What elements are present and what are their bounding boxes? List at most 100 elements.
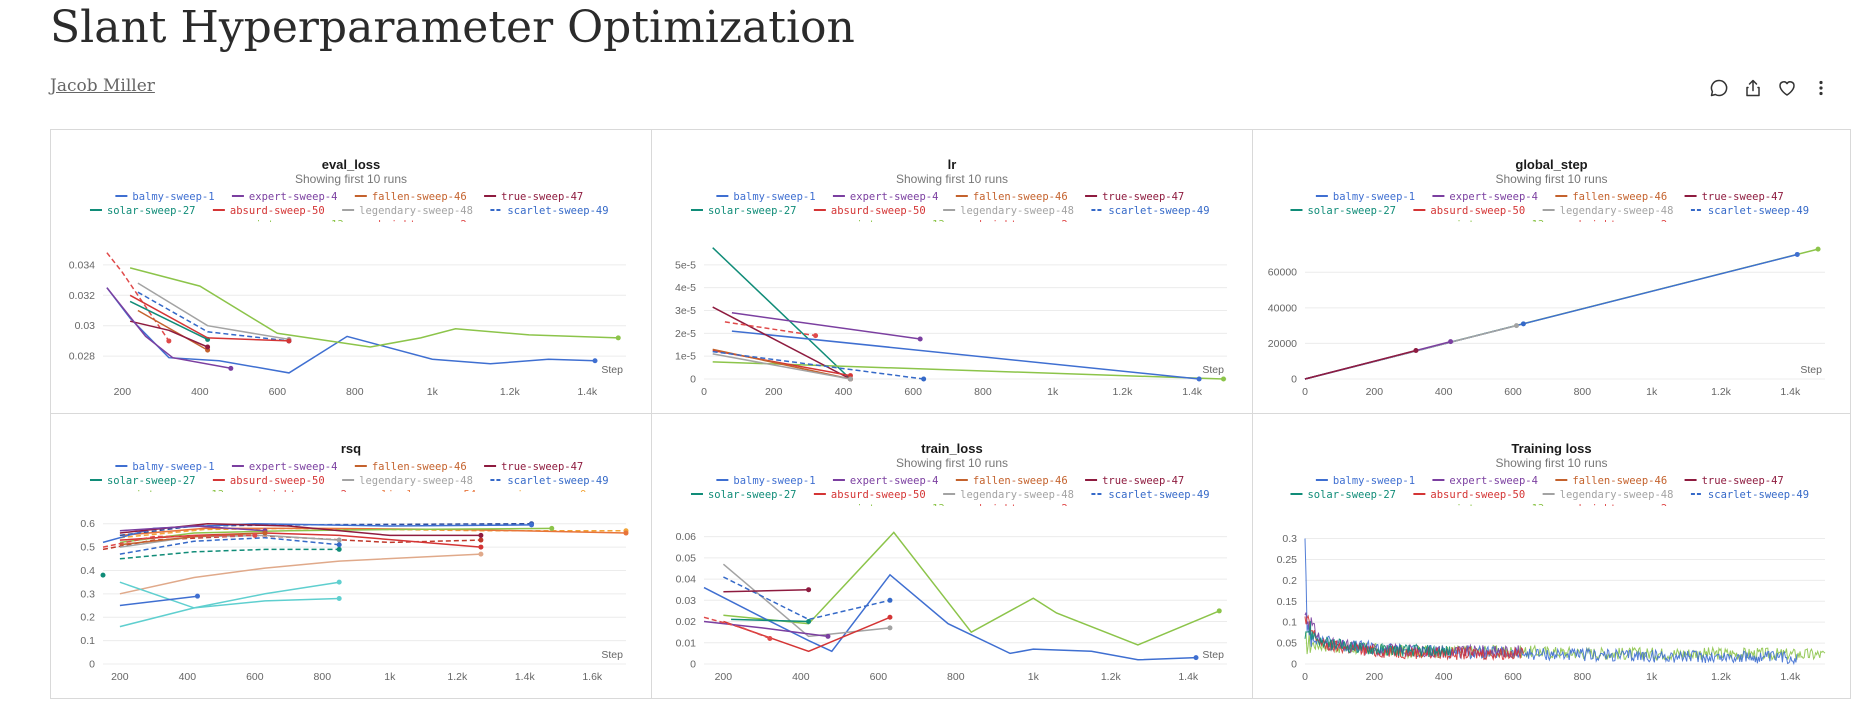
chart-legend: balmy-sweep-1 expert-sweep-4 fallen-sweep-… (1290, 191, 1809, 231)
legend-item[interactable]: legendary-sweep-48 (342, 205, 473, 217)
panel-rsq[interactable]: rsq balmy-sweep-1 expert-sweep-4 fallen-swe… (50, 413, 652, 699)
legend-item[interactable]: winter-sweep-13 (1432, 219, 1544, 231)
legend-item[interactable]: solar-sweep-27 (1290, 489, 1396, 501)
legend-item[interactable]: true-sweep-47 (1085, 475, 1184, 487)
legend-item[interactable]: bright-sweep-2 (962, 219, 1068, 231)
legend-item[interactable]: winter-sweep-13 (1432, 503, 1544, 515)
chart-subtitle: Showing first 10 runs (1495, 456, 1607, 470)
legend-item[interactable]: winter-sweep-13 (232, 219, 344, 231)
legend-item[interactable]: expert-sweep-4 (231, 191, 338, 203)
legend-item[interactable]: legendary-sweep-48 (1542, 205, 1674, 217)
legend-item[interactable]: absurd-sweep-50 (212, 205, 325, 217)
chart-svg: rsq balmy-sweep-1 expert-sweep-4 fallen-swe… (80, 441, 629, 683)
heart-icon[interactable] (1777, 78, 1797, 98)
legend-item[interactable]: balmy-sweep-1 (1315, 191, 1415, 203)
legend-item[interactable]: scarlet-sweep-49 (1690, 205, 1809, 217)
legend-item[interactable]: snowy-sweep-36 (478, 503, 584, 515)
legend-item[interactable]: scarlet-sweep-49 (490, 475, 609, 487)
legend-item[interactable]: lively-sweep-54 (364, 489, 476, 501)
legend-item[interactable]: legendary-sweep-48 (1542, 489, 1674, 501)
legend-item[interactable]: legendary-sweep-48 (943, 205, 1074, 217)
comment-icon[interactable] (1709, 78, 1729, 98)
legend-item[interactable]: true-sweep-47 (1085, 191, 1184, 203)
legend-item[interactable]: bright-sweep-2 (962, 503, 1068, 515)
legend-label: bright-sweep-2 (378, 219, 467, 231)
series-end-point (336, 537, 342, 543)
legend-item[interactable]: bright-sweep-2 (1562, 503, 1668, 515)
legend-item[interactable]: expert-sweep-4 (1432, 475, 1538, 487)
legend-item[interactable]: fallen-sweep-46 (1555, 191, 1667, 203)
legend-item[interactable]: balmy-sweep-1 (115, 461, 215, 473)
legend-item[interactable]: scarlet-sweep-49 (490, 205, 609, 217)
legend-item[interactable]: scarlet-sweep-49 (1091, 489, 1210, 501)
more-vertical-icon[interactable] (1811, 78, 1831, 98)
legend-item[interactable]: fallen-sweep-46 (354, 191, 467, 203)
legend-item[interactable]: true-sweep-47 (484, 191, 583, 203)
legend-item[interactable]: quiet-sweep-7 (238, 503, 337, 515)
legend-item[interactable]: fallen-sweep-46 (955, 475, 1068, 487)
legend-item[interactable]: balmy-sweep-1 (1315, 475, 1415, 487)
panel-eval-loss[interactable]: eval_loss Showing first 10 runs balmy-swee… (50, 129, 652, 414)
legend-label: quiet-sweep-7 (255, 503, 337, 515)
share-icon[interactable] (1743, 78, 1763, 98)
legend-item[interactable]: solar-sweep-27 (89, 475, 196, 487)
legend-item[interactable]: winter-sweep-13 (833, 219, 945, 231)
legend-item[interactable]: absurd-sweep-50 (813, 489, 926, 501)
legend-item[interactable]: scarlet-sweep-49 (1091, 205, 1210, 217)
series-end-point (336, 596, 342, 602)
legend-label: balmy-sweep-1 (132, 191, 214, 203)
legend-item[interactable]: legendary-sweep-48 (342, 475, 473, 487)
legend-item[interactable]: solar-sweep-27 (690, 205, 797, 217)
panel-lr[interactable]: lr Showing first 10 runs balmy-sweep-1 expe… (651, 129, 1253, 414)
legend-item[interactable]: balmy-sweep-1 (115, 191, 215, 203)
y-tick-label: 3e-5 (675, 305, 696, 317)
y-tick-label: 4e-5 (675, 282, 696, 294)
chart-subtitle: Showing first 10 runs (896, 456, 1008, 470)
series-end-point (1448, 339, 1454, 345)
legend-item[interactable]: expert-sweep-4 (832, 191, 939, 203)
legend-item[interactable]: prime-sweep-38 (355, 503, 461, 515)
legend-label: fallen-sweep-46 (973, 475, 1068, 487)
legend-label: absurd-sweep-50 (1430, 205, 1525, 217)
panel-train-loss[interactable]: train_loss Showing first 10 runs balmy-swe… (651, 413, 1253, 699)
legend-item[interactable]: bright-sweep-2 (241, 489, 347, 501)
legend-item[interactable]: expert-sweep-4 (1432, 191, 1538, 203)
legend-item[interactable]: bright-sweep-2 (1562, 219, 1668, 231)
series-line (722, 563, 891, 638)
x-tick-label: 1.2k (447, 671, 468, 683)
legend-item[interactable]: true-sweep-47 (1684, 191, 1784, 203)
legend-item[interactable]: solar-sweep-27 (89, 205, 196, 217)
legend-item[interactable]: winter-sweep-13 (112, 489, 224, 501)
x-axis-label: Step (1800, 364, 1822, 376)
legend-item[interactable]: fallen-sweep-46 (955, 191, 1068, 203)
legend-item[interactable]: winter-sweep-13 (833, 503, 945, 515)
legend-item[interactable]: expert-sweep-4 (231, 461, 338, 473)
legend-item[interactable]: legendary-sweep-48 (943, 489, 1074, 501)
legend-item[interactable]: fallen-sweep-46 (354, 461, 467, 473)
panel-training-loss[interactable]: Training loss Showing first 10 runs balmy-… (1252, 413, 1851, 699)
chart-legend: balmy-sweep-1 expert-sweep-4 fallen-sweep-… (1290, 475, 1809, 515)
legend-item[interactable]: balmy-sweep-1 (716, 191, 816, 203)
legend-item[interactable]: balmy-sweep-1 (716, 475, 816, 487)
legend-item[interactable]: bright-sweep-2 (361, 219, 467, 231)
series-line (731, 618, 809, 623)
y-tick-label: 0.2 (80, 612, 95, 624)
legend-item[interactable]: true-sweep-47 (1684, 475, 1784, 487)
legend-item[interactable]: solar-sweep-27 (1290, 205, 1396, 217)
legend-item[interactable]: absurd-sweep-50 (212, 475, 325, 487)
legend-item[interactable]: expert-sweep-4 (832, 475, 939, 487)
legend-item[interactable]: absurd-sweep-50 (813, 205, 926, 217)
legend-item[interactable]: scarlet-sweep-49 (1690, 489, 1809, 501)
author-link[interactable]: Jacob Miller (50, 76, 155, 96)
legend-item[interactable]: true-sweep-47 (484, 461, 583, 473)
legend-item[interactable]: fallen-sweep-46 (1555, 475, 1667, 487)
legend-item[interactable]: vague-sweep-12 (115, 503, 221, 515)
legend-label: lively-sweep-54 (381, 489, 476, 501)
legend-item[interactable]: absurd-sweep-50 (1413, 489, 1525, 501)
panel-global-step[interactable]: global_step Showing first 10 runs balmy-sw… (1252, 129, 1851, 414)
legend-item[interactable]: solar-sweep-27 (690, 489, 797, 501)
legend-item[interactable]: absurd-sweep-50 (1413, 205, 1525, 217)
series-end-point (592, 358, 598, 364)
legend-item[interactable]: wise-sweep-9 (494, 489, 587, 501)
x-tick-label: 400 (792, 671, 810, 683)
